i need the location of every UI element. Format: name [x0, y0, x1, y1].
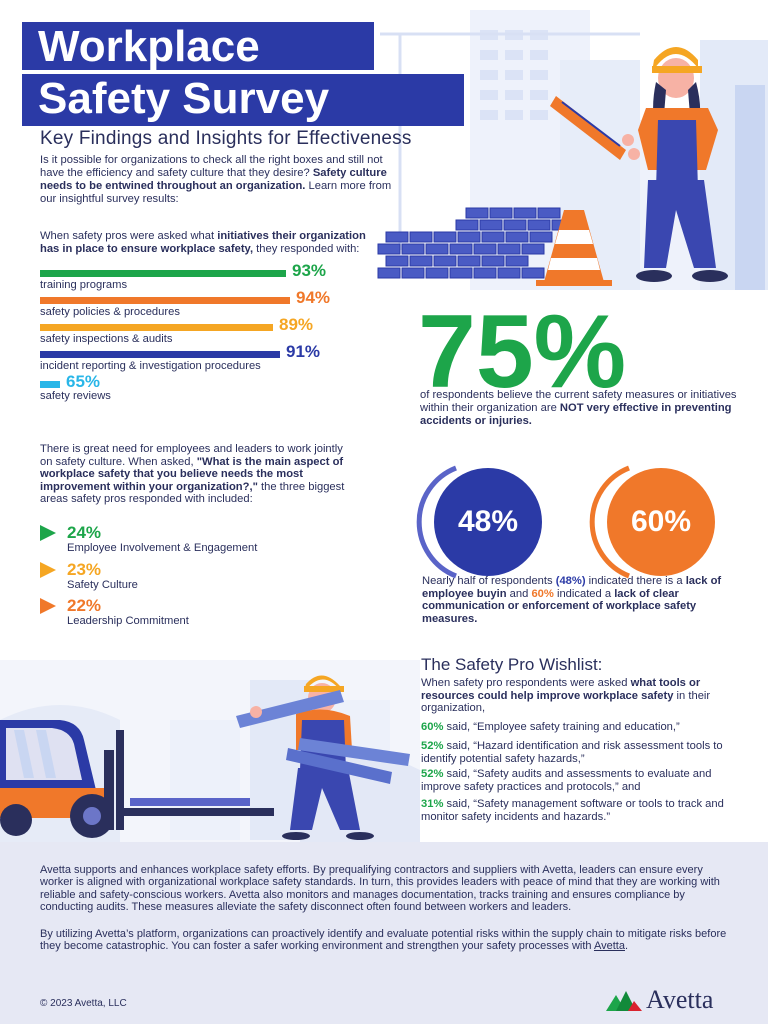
initiative-label: incident reporting & investigation proce… — [40, 360, 261, 372]
wishlist-intro: When safety pro respondents were asked w… — [421, 677, 711, 715]
wishlist-item: 52% said, “Hazard identification and ris… — [421, 740, 751, 765]
initiative-label: safety inspections & audits — [40, 333, 173, 345]
wishlist-item: 52% said, “Safety audits and assessments… — [421, 768, 751, 793]
initiative-value: 94% — [296, 288, 331, 307]
initiative-value: 65% — [66, 372, 101, 391]
initiative-bar-row: 91% incident reporting & investigation pr… — [40, 342, 380, 381]
footer-paragraph-1: Avetta supports and enhances workplace s… — [40, 864, 720, 914]
wishlist-item: 31% said, “Safety management software or… — [421, 798, 751, 823]
initiative-value: 91% — [286, 342, 321, 361]
triangle-bullet-icon — [40, 598, 56, 614]
avetta-logo-text: Avetta — [646, 985, 714, 1014]
stat-75-description: of respondents believe the current safet… — [420, 389, 737, 427]
initiative-bar — [40, 381, 60, 388]
initiative-value: 93% — [292, 261, 327, 280]
initiative-bar — [40, 297, 290, 304]
initiative-bar — [40, 351, 280, 358]
improvement-value: 23% — [67, 560, 102, 579]
improvement-label: Safety Culture — [67, 579, 138, 591]
improvement-label: Leadership Commitment — [67, 615, 189, 627]
wishlist-item-text: said, “Safety management software or too… — [421, 798, 724, 823]
intro-paragraph: Is it possible for organizations to chec… — [40, 154, 392, 205]
title-line-1: Workplace — [22, 22, 374, 71]
avetta-logo: Avetta — [606, 985, 746, 1015]
triangle-bullet-icon — [40, 562, 56, 578]
initiative-bar-row: 65% safety reviews — [40, 372, 380, 411]
avetta-link[interactable]: Avetta — [593, 940, 625, 953]
wishlist-item-text: said, “Hazard identification and risk as… — [421, 740, 723, 765]
stat-circle-48-value: 48% — [457, 505, 519, 538]
improvement-value: 22% — [67, 596, 102, 615]
worker-with-level-illustration — [377, 47, 728, 286]
improvement-item: 23% Safety Culture — [40, 560, 340, 594]
wishlist-item-value: 52% — [421, 740, 444, 752]
wishlist-item-value: 60% — [421, 721, 444, 733]
footer-section — [0, 842, 768, 1024]
improvement-value: 24% — [67, 523, 102, 542]
initiative-value: 89% — [279, 315, 314, 334]
title-line-2: Safety Survey — [22, 74, 464, 126]
stat-75-value: 75% — [418, 294, 627, 410]
circles-description: Nearly half of respondents (48%) indicat… — [422, 575, 722, 625]
wishlist-item: 60% said, “Employee safety training and … — [421, 721, 751, 734]
improvement-item: 22% Leadership Commitment — [40, 596, 340, 630]
initiative-bar — [40, 324, 273, 331]
copyright-text: © 2023 Avetta, LLC — [40, 998, 127, 1009]
initiatives-question: When safety pros were asked what initiat… — [40, 230, 366, 255]
footer-paragraph-2: By utilizing Avetta’s platform, organiza… — [40, 928, 727, 953]
initiative-bar-row: 94% safety policies & procedures — [40, 288, 380, 327]
wishlist-item-text: said, “Employee safety training and educ… — [443, 721, 680, 733]
initiative-label: safety reviews — [40, 390, 111, 402]
initiative-bar-row: 89% safety inspections & audits — [40, 315, 380, 354]
worker-carrying-planks-forklift-illustration — [0, 675, 410, 840]
stat-circle-60-value: 60% — [630, 505, 692, 538]
initiative-label: safety policies & procedures — [40, 306, 180, 318]
page-subtitle: Key Findings and Insights for Effectiven… — [40, 128, 412, 149]
wishlist-title: The Safety Pro Wishlist: — [421, 655, 603, 674]
initiative-bar — [40, 270, 286, 277]
page-title: Workplace Safety Survey — [22, 22, 464, 126]
avetta-logo-icon — [606, 991, 642, 1011]
initiative-label: training programs — [40, 279, 128, 291]
improvement-item: 24% Employee Involvement & Engagement — [40, 523, 340, 557]
wishlist-item-value: 52% — [421, 768, 444, 780]
stat-circle-60: 60% — [585, 456, 717, 588]
triangle-bullet-icon — [40, 525, 56, 541]
improvement-question: There is great need for employees and le… — [40, 443, 345, 506]
wishlist-item-value: 31% — [421, 798, 444, 810]
stat-circle-48: 48% — [416, 456, 548, 588]
improvement-label: Employee Involvement & Engagement — [67, 542, 258, 554]
wishlist-item-text: said, “Safety audits and assessments to … — [421, 768, 712, 793]
initiative-bar-row: 93% training programs — [40, 261, 380, 300]
